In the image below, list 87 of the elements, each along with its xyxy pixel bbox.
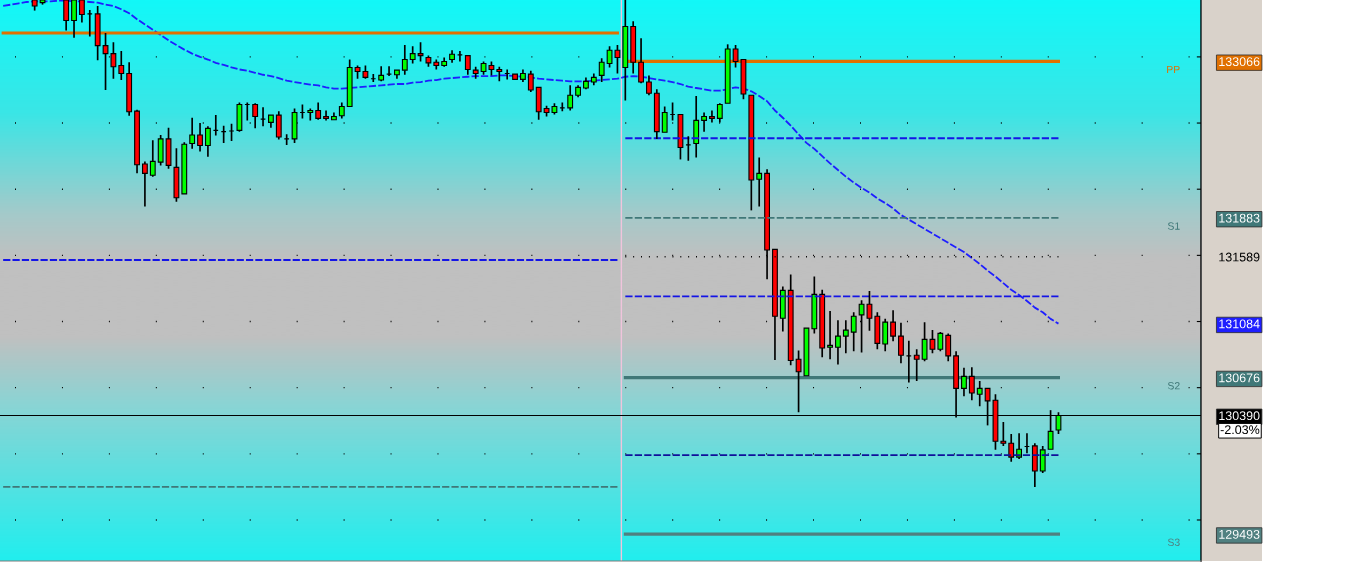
- candlestick: [331, 111, 337, 121]
- candlestick: [590, 72, 597, 87]
- candlestick: [141, 160, 148, 208]
- candlestick: [394, 69, 400, 80]
- candlestick: [787, 273, 794, 367]
- candlestick: [520, 68, 526, 83]
- text: S3: [1167, 538, 1180, 546]
- candlestick: [527, 69, 534, 93]
- candlestick: [701, 111, 707, 133]
- candlestick: [598, 57, 605, 83]
- candlestick: [890, 309, 897, 343]
- candlestick: [1000, 421, 1007, 447]
- candlestick: [252, 103, 259, 130]
- candlestick: [409, 45, 416, 65]
- candlestick: [63, 0, 70, 32]
- candlestick: [173, 147, 180, 203]
- candlestick: [567, 84, 574, 112]
- candlestick: [709, 109, 715, 124]
- candlestick: [134, 110, 140, 175]
- candlestick: [630, 20, 637, 75]
- candlestick: [189, 116, 196, 150]
- candlestick: [811, 275, 818, 335]
- y-tick-label: 131084: [1219, 319, 1260, 329]
- y-tick-label: 131589: [1219, 252, 1260, 262]
- candlestick: [449, 49, 455, 64]
- candlestick: [204, 125, 211, 158]
- candlestick: [71, 0, 77, 39]
- y-tick-label: 133066: [1219, 57, 1260, 67]
- candlestick: [724, 43, 731, 104]
- candlestick: [748, 94, 755, 212]
- candlestick: [638, 37, 644, 83]
- candlestick: [693, 95, 700, 159]
- text: S2: [1167, 382, 1180, 390]
- candlestick: [126, 61, 133, 117]
- text: S1: [1167, 222, 1180, 230]
- candlestick: [338, 101, 345, 120]
- candlestick: [850, 311, 857, 353]
- candlestick: [346, 58, 353, 108]
- line-series: [2, 0, 1060, 325]
- y-tick-label: 131883: [1219, 213, 1260, 223]
- candlestick: [779, 285, 786, 333]
- y-tick-label: 130676: [1219, 373, 1260, 383]
- candlestick: [181, 141, 188, 195]
- candlestick: [968, 366, 975, 402]
- y-tick-label: 130390: [1219, 411, 1260, 421]
- y-tick-label: 129493: [1219, 529, 1260, 539]
- candlestick: [275, 110, 282, 141]
- candlestick: [961, 366, 967, 398]
- candlestick: [913, 348, 920, 382]
- candlestick: [945, 332, 952, 363]
- candlestick: [756, 156, 763, 208]
- candlestick: [78, 0, 85, 24]
- candlestick: [842, 319, 849, 355]
- candlestick: [622, 0, 629, 102]
- candlestick: [401, 44, 408, 76]
- candlestick: [1039, 445, 1046, 474]
- candlestick: [118, 50, 125, 81]
- candlestick: [307, 107, 314, 122]
- candlestick: [575, 84, 581, 99]
- candlestick: [827, 310, 833, 361]
- candlestick: [1008, 433, 1015, 463]
- candlestick: [464, 55, 471, 76]
- candlestick: [378, 65, 385, 81]
- candlestick: [882, 318, 889, 353]
- candlestick: [898, 322, 904, 365]
- candlestick: [819, 288, 826, 359]
- candlestick: [197, 122, 203, 153]
- candlestick: [267, 114, 274, 129]
- candlestick: [764, 168, 770, 281]
- candlestick: [583, 76, 589, 89]
- candlestick: [874, 311, 881, 351]
- candlestick: [94, 5, 101, 62]
- candlestick: [535, 86, 542, 121]
- candlestick: [1031, 442, 1038, 488]
- candlestick: [149, 139, 156, 176]
- candlestick: [496, 65, 503, 83]
- candlestick: [441, 56, 448, 67]
- text: -2.03%: [1220, 425, 1260, 435]
- candlestick: [512, 73, 518, 80]
- candlestick: [835, 319, 841, 366]
- text: PP: [1167, 65, 1180, 74]
- candlestick: [653, 88, 660, 140]
- candlestick: [976, 380, 983, 408]
- candlestick: [323, 109, 329, 122]
- candlestick: [472, 65, 479, 80]
- candlestick: [661, 105, 668, 133]
- candlestick: [646, 74, 652, 97]
